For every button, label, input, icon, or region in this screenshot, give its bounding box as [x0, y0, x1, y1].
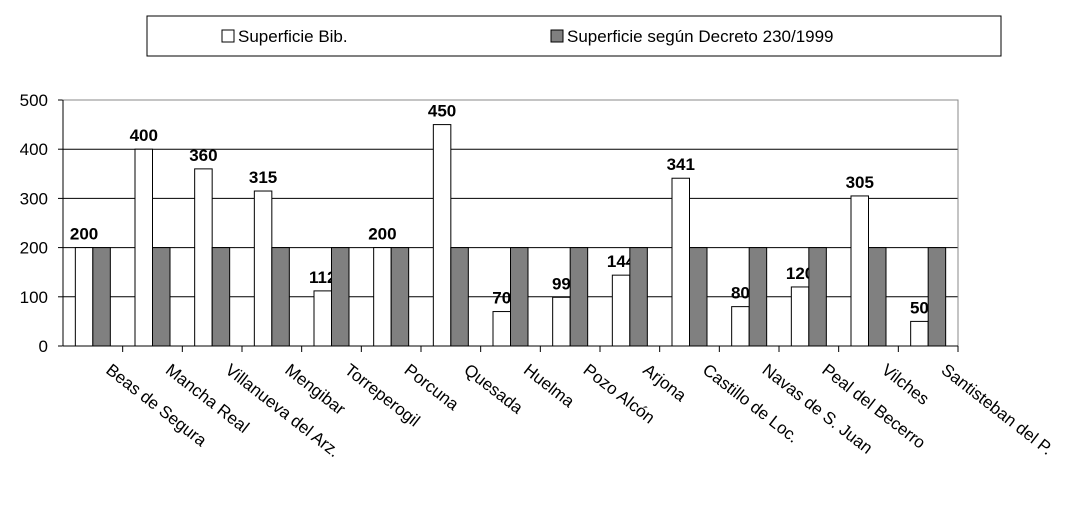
data-label: 80 [731, 284, 750, 303]
bar [152, 247, 171, 347]
data-label: 50 [910, 298, 929, 317]
bar [748, 247, 768, 347]
x-tick-label: Huelma [520, 360, 578, 411]
data-label: 305 [846, 173, 874, 192]
x-tick-label: Arjona [639, 360, 690, 406]
bar [790, 286, 810, 347]
data-label: 450 [428, 102, 456, 121]
legend-label: Superficie según Decreto 230/1999 [567, 27, 834, 46]
legend-label: Superficie Bib. [238, 27, 348, 46]
bar [868, 247, 887, 347]
x-tick-label: Quesada [460, 360, 526, 418]
bar [927, 247, 947, 347]
x-tick-label: Vilches [878, 360, 933, 409]
data-label: 360 [189, 146, 217, 165]
y-tick-label: 300 [20, 189, 48, 208]
y-tick-label: 400 [20, 140, 48, 159]
data-label: 341 [667, 155, 695, 174]
legend-swatch [221, 29, 235, 43]
legend-box [146, 15, 1002, 57]
bar [390, 247, 410, 347]
x-tick-label: Navas de S. Juan [759, 360, 876, 458]
data-label: 70 [492, 289, 511, 308]
data-label: 315 [249, 168, 277, 187]
bar [271, 247, 290, 347]
bar [510, 247, 529, 347]
bar [808, 247, 827, 347]
y-tick-label: 100 [20, 288, 48, 307]
bar [134, 148, 153, 347]
bar [211, 247, 231, 347]
data-label: 99 [552, 274, 571, 293]
legend-swatch [550, 29, 564, 43]
data-label: 200 [70, 225, 98, 244]
data-label: 200 [368, 225, 396, 244]
bar [671, 177, 690, 347]
bar [313, 290, 332, 347]
bar [74, 247, 94, 347]
data-label: 400 [130, 126, 158, 145]
data-label: 120 [786, 264, 814, 283]
bar [92, 247, 111, 347]
bar [450, 247, 469, 347]
bar [689, 247, 708, 347]
x-tick-label: Santisteban del P. [938, 360, 1057, 459]
bar [910, 320, 929, 347]
data-label: 112 [309, 268, 336, 287]
data-label: 144 [607, 252, 636, 271]
bar [331, 247, 350, 347]
bar [253, 190, 273, 347]
bar [194, 168, 213, 347]
bar [629, 247, 648, 347]
bar [569, 247, 589, 347]
x-tick-label: Beas de Segura [102, 360, 210, 450]
y-tick-label: 200 [20, 239, 48, 258]
bar [492, 311, 511, 347]
bar [850, 195, 869, 347]
bar [373, 247, 392, 347]
y-tick-label: 0 [39, 337, 48, 356]
y-tick-label: 500 [20, 91, 48, 110]
bar [552, 296, 571, 347]
x-tick-label: Peal del Becerro [818, 360, 929, 452]
bar [432, 124, 452, 347]
bar [731, 306, 750, 347]
bar [611, 274, 631, 347]
